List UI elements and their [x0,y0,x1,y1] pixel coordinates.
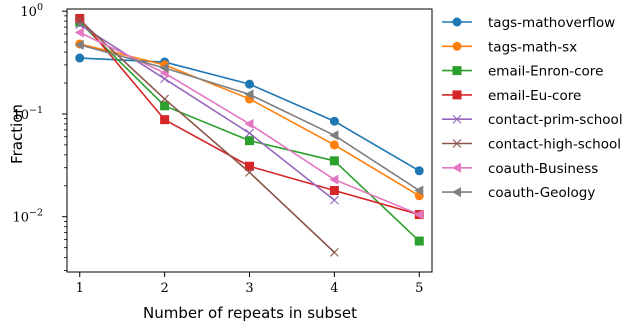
data-point-coauth-Geology-1 [74,39,84,50]
data-point-coauth-Geology-4 [329,130,339,141]
data-point-tags-math-sx-4 [329,140,339,150]
data-point-contact-prim-school-3 [245,128,254,138]
legend-label-coauth-Business: coauth-Business [488,161,598,177]
data-point-email-Enron-core-4 [329,156,339,166]
x-tick-label-5: 5 [415,281,423,296]
data-point-contact-high-school-3 [245,168,254,177]
legend-marker-coauth-Geology [452,187,461,198]
legend-marker-email-Enron-core [452,66,462,76]
series-line-tags-mathoverflow [79,57,420,172]
data-point-email-Eu-core-2 [160,115,170,125]
data-point-contact-prim-school-4 [329,195,339,205]
data-point-email-Enron-core-2 [160,101,170,111]
x-tick-label-1: 1 [76,281,84,296]
axes: 1 2 3 4 5 100 10−1 10−2 [12,2,433,296]
series-contact-high-school [75,15,339,257]
data-point-coauth-Business-4 [329,174,339,185]
legend-marker-email-Eu-core [452,90,462,100]
legend-marker-tags-math-sx [452,41,462,51]
x-tick-label-4: 4 [330,281,338,296]
data-point-coauth-Geology-2 [159,63,169,74]
data-point-coauth-Geology-5 [414,185,424,196]
series-line-contact-high-school [79,19,335,253]
series-line-email-Eu-core [79,17,420,216]
series-tags-mathoverflow [75,53,424,176]
y-tick-label-2: 10−2 [12,208,43,226]
legend-item-coauth-Geology: coauth-Geology [442,185,595,201]
legend-item-coauth-Business: coauth-Business [442,161,598,177]
legend-label-email-Enron-core: email-Enron-core [488,64,603,80]
data-point-coauth-Geology-3 [244,89,254,100]
legend-item-tags-mathoverflow: tags-mathoverflow [442,15,615,31]
legend-label-contact-prim-school: contact-prim-school [488,112,623,128]
legend: tags-mathoverflow tags-math-sx email-Enron… [442,15,623,201]
x-tick-label-2: 2 [160,281,168,296]
data-point-contact-high-school-1 [75,15,85,25]
series-line-email-Enron-core [79,21,420,242]
x-tick-label-3: 3 [245,281,253,296]
data-point-email-Eu-core-3 [245,161,254,171]
plot-area [74,13,424,257]
data-point-email-Eu-core-4 [329,186,339,196]
y-tick-label-0: 100 [20,2,43,20]
legend-item-email-Enron-core: email-Enron-core [442,64,603,80]
x-axis-label: Number of repeats in subset [143,304,357,322]
legend-item-tags-math-sx: tags-math-sx [442,39,577,55]
y-tick-label-1: 10−1 [12,105,43,123]
series-line-contact-prim-school [79,23,335,201]
data-point-email-Enron-core-3 [245,136,254,146]
data-point-coauth-Business-3 [244,118,254,129]
series-contact-prim-school [75,20,339,205]
legend-marker-contact-prim-school [452,114,462,124]
legend-label-email-Eu-core: email-Eu-core [488,88,581,104]
legend-item-email-Eu-core: email-Eu-core [442,88,581,104]
legend-item-contact-prim-school: contact-prim-school [442,112,623,128]
data-point-tags-mathoverflow-1 [75,53,85,63]
legend-marker-contact-high-school [452,139,462,148]
legend-label-coauth-Geology: coauth-Geology [488,185,595,201]
data-point-coauth-Business-5 [414,209,424,220]
legend-marker-coauth-Business [452,162,461,173]
data-point-email-Enron-core-5 [414,236,424,246]
legend-label-contact-high-school: contact-high-school [488,137,621,153]
data-point-email-Eu-core-1 [75,13,85,23]
legend-label-tags-math-sx: tags-math-sx [488,39,577,55]
legend-marker-tags-mathoverflow [452,17,462,27]
data-point-contact-high-school-4 [329,247,339,257]
data-point-tags-mathoverflow-3 [245,79,254,89]
data-point-tags-mathoverflow-4 [329,116,339,126]
legend-item-contact-high-school: contact-high-school [442,137,621,153]
data-point-contact-high-school-2 [160,94,170,104]
series-email-Enron-core [75,17,424,246]
y-axis-label: Fraction [8,104,26,164]
legend-label-tags-mathoverflow: tags-mathoverflow [488,15,615,31]
data-point-tags-mathoverflow-5 [414,166,424,176]
series-coauth-Geology [74,39,424,196]
series-email-Eu-core [75,13,424,220]
data-point-coauth-Business-1 [74,27,84,38]
